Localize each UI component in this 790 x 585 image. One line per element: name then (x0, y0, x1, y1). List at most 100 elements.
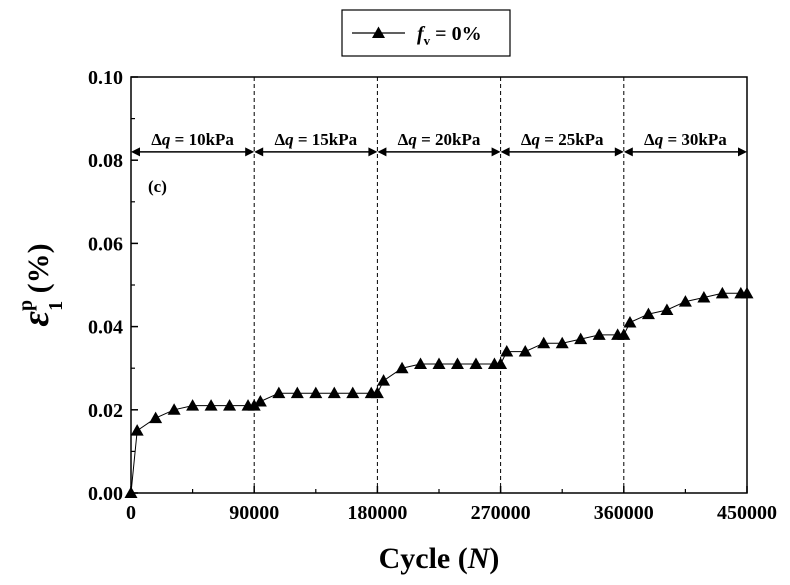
x-tick-label-0: 0 (126, 502, 136, 524)
x-tick-label-5: 450000 (717, 502, 777, 524)
y-axis-title-sub: 1 (45, 301, 67, 311)
y-axis-title-symbol: ε (15, 311, 57, 327)
axes: 0 90000 180000 270000 360000 450000 0.00 0.02 0.… (88, 67, 777, 524)
stage-label-var-4: q (655, 130, 664, 149)
data-point-1 (130, 424, 144, 436)
stage-label-var-0: q (162, 130, 171, 149)
y-axis-title: εp 1 (%) (15, 243, 67, 326)
data-point-34 (641, 307, 655, 320)
data-point-5 (204, 399, 218, 411)
data-point-10 (272, 386, 286, 399)
stage-arrows: Δq = 10kPa Δq = 15kPa Δq = 20kPa Δq = 25kPa… (131, 130, 747, 157)
data-point-37 (697, 290, 711, 303)
x-tick-label-1: 90000 (229, 502, 279, 524)
data-point-32 (617, 328, 631, 340)
legend-marker (372, 26, 385, 38)
stage-label-delta-4: Δ (644, 130, 655, 149)
data-point-3 (167, 403, 181, 415)
stage-arrow-head-left-4 (623, 147, 633, 157)
data-point-26 (518, 345, 532, 357)
data-point-8 (247, 399, 261, 411)
data-point-17 (377, 374, 391, 386)
x-axis-title-end: ) (489, 542, 499, 575)
series (124, 286, 754, 498)
data-point-22 (469, 357, 483, 370)
stage-label-2: Δq = 20kPa (398, 130, 481, 149)
stage-label-0: Δq = 10kPa (151, 130, 234, 149)
stage-label-text-3: = 25kPa (540, 130, 604, 149)
data-point-11 (290, 386, 304, 399)
y-tick-label-3: 0.06 (88, 233, 123, 255)
data-point-28 (555, 336, 569, 349)
panel-label: (c) (148, 177, 167, 196)
legend-label: fv = 0% (417, 23, 482, 48)
legend-text: = 0% (430, 23, 481, 45)
x-axis-title-main: Cycle ( (379, 542, 468, 575)
x-tick-label-4: 360000 (594, 502, 654, 524)
stage-arrow-head-left-3 (500, 147, 510, 157)
stage-arrow-head-left-1 (254, 147, 264, 157)
data-point-12 (309, 386, 323, 399)
legend-sub: v (424, 33, 431, 48)
data-point-16 (370, 386, 384, 399)
stage-arrow-head-left-0 (131, 147, 140, 157)
data-point-27 (537, 336, 551, 349)
stage-label-delta-2: Δ (398, 130, 409, 149)
data-point-20 (432, 357, 446, 370)
data-point-4 (186, 399, 200, 411)
series-line-0 (130, 292, 747, 494)
stage-label-var-2: q (408, 130, 417, 149)
stage-label-1: Δq = 15kPa (274, 130, 357, 149)
y-tick-label-0: 0.00 (88, 483, 123, 505)
x-axis-title-var: N (467, 542, 491, 575)
stage-arrow-head-left-2 (377, 147, 387, 157)
y-axis-title-sup: p (15, 300, 37, 311)
stage-label-3: Δq = 25kPa (521, 130, 604, 149)
data-point-9 (253, 394, 267, 407)
y-tick-label-5: 0.10 (88, 67, 123, 89)
stage-label-text-0: = 10kPa (170, 130, 234, 149)
data-point-24 (494, 357, 508, 370)
data-point-13 (327, 386, 341, 399)
stage-arrow-head-right-4 (738, 147, 747, 157)
stage-boundaries (253, 77, 625, 493)
data-point-36 (678, 295, 692, 307)
y-tick-label-1: 0.02 (88, 400, 123, 422)
data-point-2 (149, 411, 163, 424)
stage-label-text-2: = 20kPa (417, 130, 481, 149)
stage-arrow-head-right-2 (491, 147, 501, 157)
data-point-21 (450, 357, 464, 370)
legend-var: f (417, 23, 426, 45)
y-tick-label-4: 0.08 (88, 150, 123, 172)
stage-arrow-head-right-0 (245, 147, 255, 157)
stage-arrow-head-right-3 (614, 147, 624, 157)
data-point-33 (623, 315, 637, 328)
data-point-35 (660, 303, 674, 315)
stage-label-4: Δq = 30kPa (644, 130, 727, 149)
x-tick-label-2: 180000 (347, 502, 407, 524)
data-point-14 (346, 386, 360, 399)
stage-label-var-1: q (285, 130, 294, 149)
data-point-40 (740, 286, 754, 299)
data-point-18 (395, 361, 409, 374)
stage-label-var-3: q (532, 130, 541, 149)
x-axis-title: Cycle (N) (379, 542, 500, 575)
stage-label-text-1: = 15kPa (294, 130, 358, 149)
stage-label-delta-3: Δ (521, 130, 532, 149)
data-point-29 (574, 332, 588, 345)
data-point-30 (592, 328, 606, 340)
data-point-0 (124, 486, 138, 498)
y-axis-title-unit: (%) (22, 243, 55, 300)
data-point-6 (223, 399, 237, 411)
data-point-19 (414, 357, 428, 370)
stage-label-delta-1: Δ (274, 130, 285, 149)
legend: fv = 0% (341, 9, 511, 57)
data-point-38 (715, 286, 729, 299)
data-point-25 (500, 345, 514, 357)
stage-label-text-4: = 30kPa (663, 130, 727, 149)
stage-label-delta-0: Δ (151, 130, 162, 149)
x-tick-label-3: 270000 (471, 502, 531, 524)
y-tick-label-2: 0.04 (88, 317, 123, 339)
stage-arrow-head-right-1 (368, 147, 378, 157)
